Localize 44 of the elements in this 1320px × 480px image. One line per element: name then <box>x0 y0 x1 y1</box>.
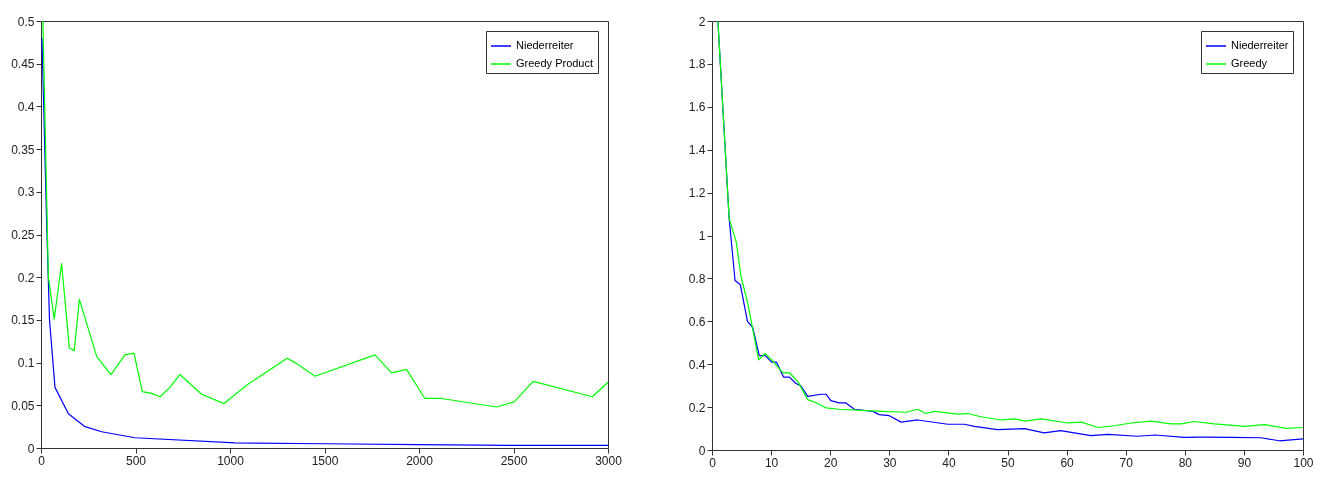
y-tick-label: 0.1 <box>17 356 35 371</box>
y-tick-label: 0.45 <box>11 57 35 72</box>
x-tick-label: 40 <box>942 455 956 470</box>
y-tick-label: 0.4 <box>688 357 706 372</box>
y-tick-label: 1 <box>698 229 706 243</box>
y-tick-label: 0.2 <box>17 270 35 285</box>
x-tick-label: 500 <box>125 453 147 468</box>
legend-label: Niederreiter <box>1231 39 1289 51</box>
y-tick-label: 0.6 <box>688 314 706 329</box>
x-tick-label: 1000 <box>217 453 245 468</box>
y-tick-label: 1.4 <box>688 143 706 158</box>
y-tick-label: 0.15 <box>11 313 35 328</box>
y-tick-label: 0 <box>698 443 706 458</box>
y-tick-label: 0.5 <box>17 14 35 29</box>
x-tick-label: 3000 <box>595 453 623 468</box>
x-tick-label: 50 <box>1001 455 1015 470</box>
x-tick-label: 2000 <box>406 453 434 468</box>
x-tick-label: 70 <box>1119 455 1134 470</box>
y-tick-label: 0.35 <box>11 142 35 157</box>
x-tick-label: 30 <box>883 455 897 470</box>
y-tick-label: 0.8 <box>688 271 706 286</box>
x-tick-label: 90 <box>1237 455 1252 470</box>
x-tick-label: 2500 <box>500 453 528 468</box>
x-tick-label: 0 <box>38 453 46 468</box>
y-tick-label: 0.2 <box>688 400 706 415</box>
y-tick-label: 1.2 <box>688 186 706 201</box>
y-tick-label: 0 <box>27 441 35 456</box>
legend-label: Greedy <box>1231 57 1268 69</box>
x-tick-label: 100 <box>1293 455 1314 470</box>
y-tick-label: 0.3 <box>17 185 35 200</box>
legend-label: Niederreiter <box>516 39 574 51</box>
y-tick-label: 1.8 <box>688 57 706 72</box>
x-tick-label: 20 <box>824 455 838 470</box>
x-tick-label: 60 <box>1060 455 1075 470</box>
legend-label: Greedy Product <box>516 57 594 69</box>
x-tick-label: 10 <box>764 455 779 470</box>
x-tick-label: 80 <box>1178 455 1193 470</box>
x-tick-label: 1500 <box>311 453 339 468</box>
y-tick-label: 0.25 <box>11 228 35 242</box>
y-tick-label: 0.05 <box>11 398 35 413</box>
y-tick-label: 0.4 <box>17 99 35 114</box>
x-tick-label: 0 <box>709 455 717 470</box>
y-tick-label: 2 <box>698 14 706 29</box>
y-tick-label: 1.6 <box>688 100 706 115</box>
